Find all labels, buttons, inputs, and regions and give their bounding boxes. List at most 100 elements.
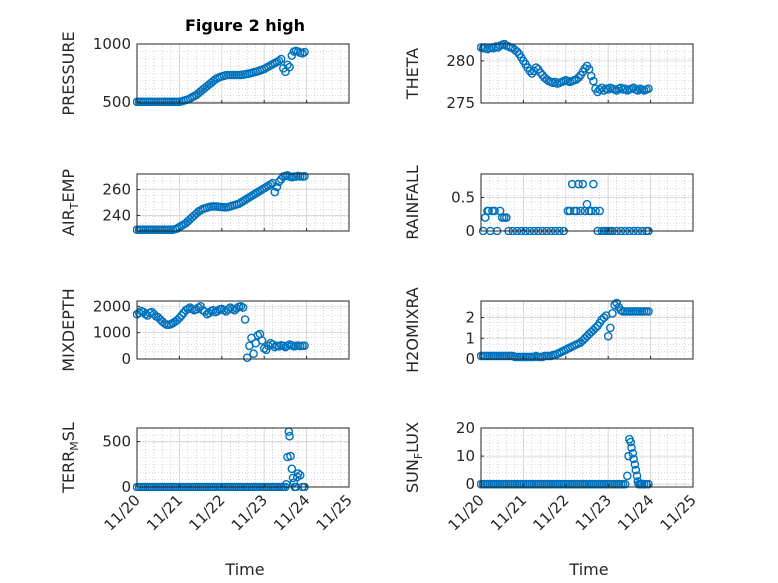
data-point: [295, 470, 305, 480]
data-point: [578, 179, 588, 189]
data-point: [512, 47, 522, 56]
data-point: [232, 304, 241, 313]
data-point: [603, 85, 613, 94]
data-point: [300, 341, 309, 351]
data-point: [525, 66, 535, 76]
subplot-air-temp: 240 260 AIRTEMP: [59, 169, 350, 236]
y-axis-label: THETA: [403, 48, 422, 100]
data-point: [567, 179, 577, 189]
data-point: [632, 471, 642, 481]
data-point: [574, 179, 583, 189]
series-markers: [133, 46, 309, 107]
data-point: [536, 68, 545, 77]
data-point: [595, 85, 605, 94]
subplot-h2omixra: 0 1 2 H2OMIXRA: [403, 287, 694, 373]
data-point: [644, 307, 653, 316]
axes-box: [136, 300, 350, 360]
data-point: [272, 182, 282, 192]
y-tick-label: 0: [121, 350, 131, 368]
y-tick-label: 1: [465, 329, 475, 347]
y-tick-label: 0: [465, 475, 475, 493]
axes-box: [136, 43, 350, 104]
data-point: [300, 47, 309, 57]
data-point: [270, 187, 280, 197]
data-point: [542, 75, 552, 84]
data-point: [586, 71, 596, 81]
series-markers: [133, 301, 309, 363]
data-point: [620, 84, 630, 93]
data-point: [300, 171, 309, 181]
subplot-mixdepth: 0 1000 2000 MIXDEPTH: [59, 288, 350, 372]
data-point: [286, 451, 295, 461]
data-point: [175, 313, 184, 323]
x-axis-label-right: Time: [568, 560, 608, 579]
y-axis-label: H2OMIXRA: [403, 287, 422, 373]
data-point: [249, 349, 258, 359]
data-point: [285, 62, 294, 72]
y-tick-label: 20: [456, 419, 475, 437]
data-point: [612, 86, 622, 95]
y-axis-label: MIXDEPTH: [59, 288, 78, 371]
data-point: [627, 443, 636, 453]
y-tick-label: 275: [446, 94, 475, 112]
data-point: [242, 353, 252, 363]
data-point: [630, 460, 640, 469]
data-point: [626, 437, 636, 447]
y-tick-label: 0: [465, 350, 475, 368]
data-point: [257, 336, 267, 345]
data-point: [606, 323, 615, 333]
data-point: [484, 206, 493, 216]
y-axis-label: TERRMSL: [59, 422, 81, 494]
subplot-rainfall: 0 0.5 RAINFALL: [403, 165, 694, 240]
data-point: [283, 60, 292, 70]
y-tick-label: 2: [465, 309, 475, 327]
y-tick-label: 10: [456, 447, 475, 465]
y-tick-label: 0: [465, 222, 475, 240]
data-point: [631, 465, 641, 475]
y-axis-label: SUNFLUX: [403, 422, 425, 493]
data-point: [177, 311, 186, 320]
data-point: [238, 303, 248, 312]
y-tick-label: 1000: [93, 35, 131, 53]
data-point: [574, 73, 583, 82]
series-markers: [477, 434, 653, 489]
data-point: [589, 76, 598, 86]
data-point: [223, 305, 233, 314]
data-point: [586, 206, 596, 216]
data-point: [285, 431, 294, 441]
data-point: [208, 305, 218, 315]
series-markers: [477, 40, 653, 97]
y-tick-label: 2000: [93, 297, 131, 315]
data-point: [629, 83, 638, 93]
y-axis-label: AIRTEMP: [59, 169, 81, 236]
data-point: [628, 448, 638, 458]
y-tick-label: 280: [446, 52, 475, 70]
data-point: [599, 313, 609, 322]
data-point: [490, 206, 499, 216]
data-point: [589, 179, 598, 189]
data-point: [288, 473, 298, 483]
y-tick-label: 260: [102, 181, 131, 199]
data-point: [527, 69, 537, 78]
axes-box: [480, 173, 694, 232]
axes-box: [136, 173, 350, 232]
data-point: [550, 77, 560, 87]
data-point: [274, 177, 284, 187]
data-point: [620, 479, 630, 489]
data-point: [595, 206, 605, 216]
data-point: [287, 51, 297, 60]
data-point: [565, 206, 575, 216]
data-point: [644, 479, 653, 489]
data-point: [572, 206, 581, 216]
y-tick-label: 0: [121, 478, 131, 496]
y-tick-label: 0.5: [451, 188, 475, 206]
y-axis-label: PRESSURE: [59, 31, 78, 115]
figure-title: Figure 2 high: [185, 16, 305, 35]
data-point: [591, 206, 600, 216]
axes-box: [480, 427, 694, 488]
data-point: [629, 454, 638, 464]
data-point: [608, 309, 617, 318]
subplot-pressure: 500 1000 PRESSURE: [59, 31, 350, 116]
